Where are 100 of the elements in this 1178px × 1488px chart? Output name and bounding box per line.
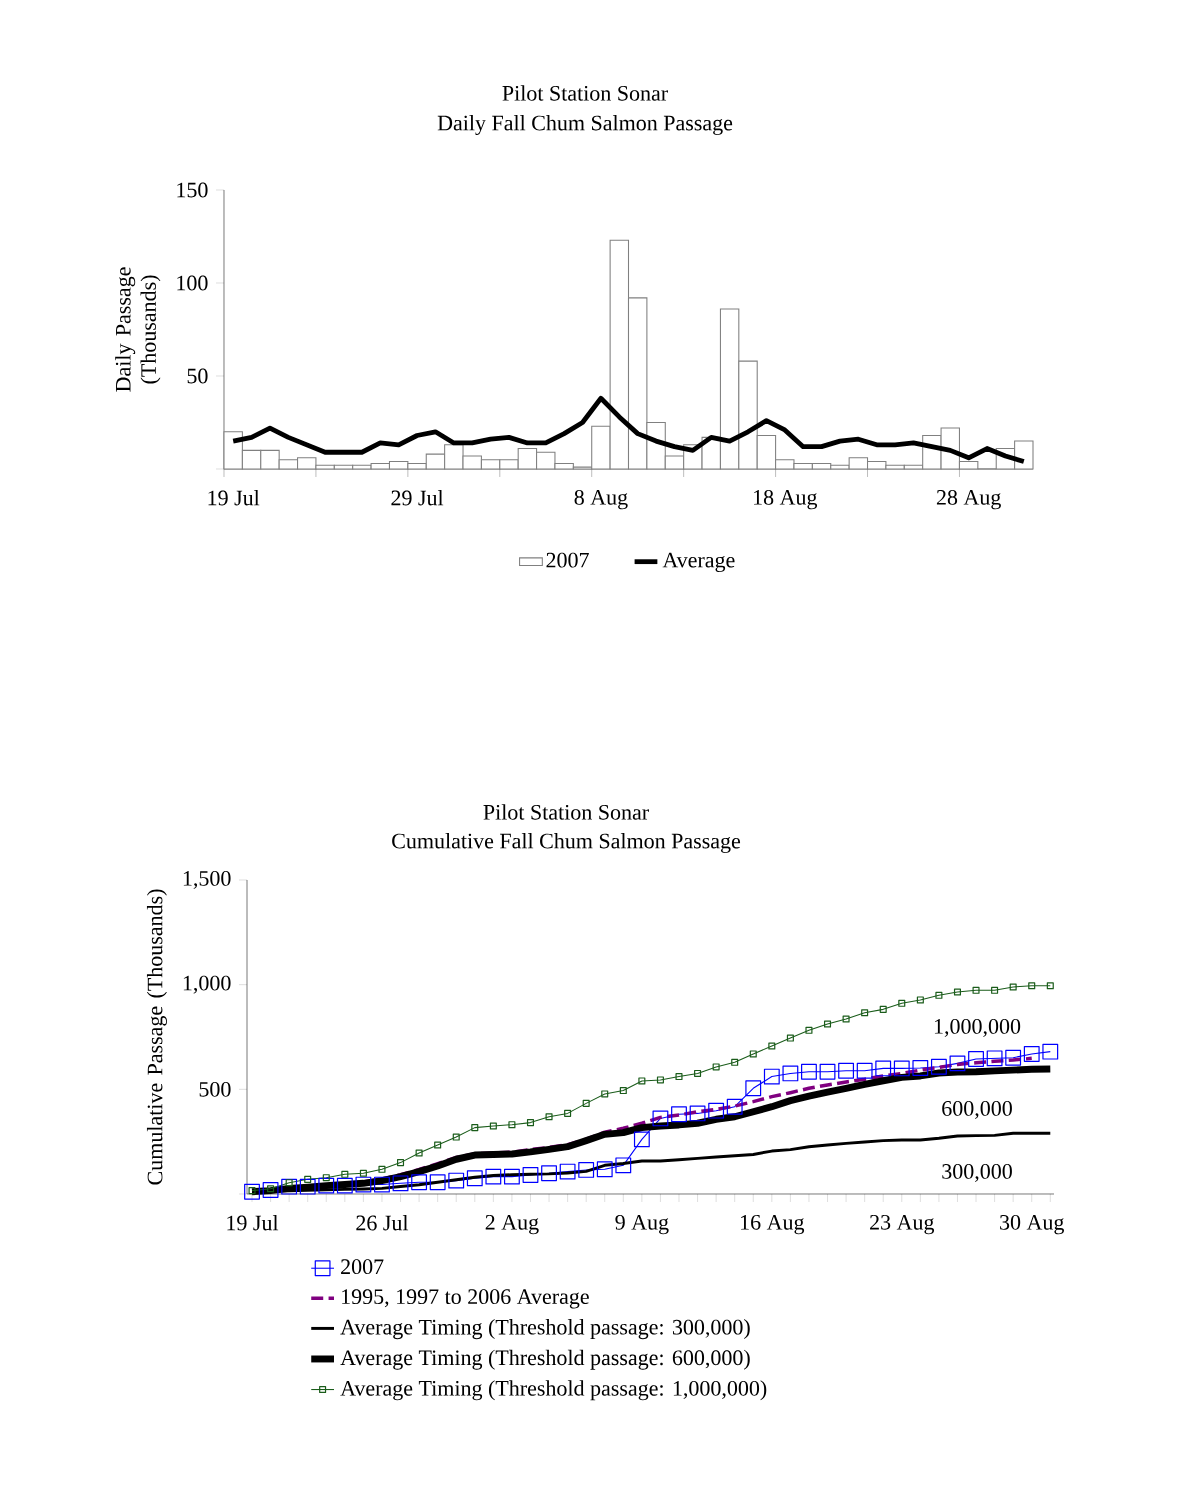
point [281,1178,298,1195]
point [875,1060,892,1077]
point [1046,982,1054,990]
point [953,988,961,996]
point [341,1170,349,1178]
y-tick-label: 100 [177,275,208,291]
point [564,1109,572,1117]
y-axis-title: Cumulative Passage (Thousands) [146,889,167,1185]
point [861,1009,869,1017]
point [448,1172,465,1189]
point [248,1187,256,1195]
point [1009,983,1017,991]
point [819,1063,836,1080]
y-tick-label: 1,500 [183,870,231,890]
point [782,1065,799,1082]
point [1005,1049,1022,1066]
legend-label: 1995, 1997 to 2006 Average [342,1289,589,1309]
point [411,1174,428,1191]
chart-subtitle: Daily Fall Chum Salmon Passage [437,114,733,135]
annotation: 1,000,000 [934,1018,1021,1037]
annotation: 600,000 [942,1100,1012,1120]
point [838,1062,855,1079]
point [304,1175,312,1183]
point [912,1060,929,1076]
point [708,1102,725,1119]
point [415,1149,423,1157]
point [726,1098,743,1115]
point [1023,1046,1040,1062]
legend-label: Average Timing (Threshold passage: 600,000) [340,1349,750,1370]
point [267,1185,275,1193]
point [397,1159,405,1167]
point [671,1106,687,1123]
chart-subtitle: Cumulative Fall Chum Salmon Passage [392,832,741,853]
y-tick-label: 50 [187,368,208,384]
point [986,1050,1003,1067]
point [244,1183,260,1200]
point [285,1179,293,1187]
x-tick-label: 8 Aug [574,489,628,510]
point [930,1058,947,1075]
point [972,986,980,994]
point [471,1124,479,1132]
point [805,1026,813,1034]
point [1042,1043,1059,1060]
x-tick-label: 9 Aug [615,1214,669,1235]
point [508,1121,516,1129]
legend-label: 2007 [546,552,589,568]
point [318,1177,335,1194]
legend-label: 2007 [341,1259,384,1275]
point [749,1050,757,1058]
point [578,1161,595,1178]
y-tick-label: 150 [177,182,208,198]
chart-title: Pilot Station Sonar [483,804,649,820]
point [801,1063,817,1080]
point [299,1178,316,1195]
legend-label: Average Timing (Threshold passage: 1,000,000) [340,1380,767,1401]
point [879,1005,887,1013]
point [991,986,999,994]
point [823,1020,832,1028]
x-tick-label: 2 Aug [485,1214,539,1235]
point [429,1174,446,1191]
point [522,1167,539,1183]
point [322,1174,330,1182]
point [582,1099,590,1107]
point [893,1060,910,1077]
point [656,1076,664,1084]
point [503,1168,520,1185]
point [485,1168,502,1185]
point [541,1165,557,1182]
legend-label: Average Timing (Threshold passage: 300,000) [340,1319,750,1340]
x-tick-label: 19 Jul [227,1214,279,1231]
point [1028,982,1036,990]
x-tick-label: 23 Aug [870,1214,935,1235]
point [355,1176,372,1193]
point [336,1177,353,1194]
point [638,1077,646,1085]
point [545,1113,553,1121]
point [466,1170,483,1187]
x-tick-label: 30 Aug [1000,1214,1064,1235]
x-tick-label: 28 Aug [936,489,1001,510]
x-tick-label: 26 Jul [356,1214,409,1231]
point [949,1055,966,1072]
point [392,1175,409,1192]
point [916,996,924,1004]
annotation: 300,000 [942,1163,1012,1183]
point [596,1161,613,1178]
point [526,1119,535,1127]
x-tick-label: 18 Aug [754,489,818,510]
y-tick-label: 500 [199,1081,231,1097]
point [601,1090,609,1098]
point [434,1141,442,1149]
point [968,1051,984,1067]
point [359,1169,367,1177]
point [559,1163,576,1180]
point [856,1062,873,1079]
point [675,1073,683,1081]
point [935,991,943,999]
point [712,1063,720,1071]
point [262,1182,279,1198]
point [619,1087,627,1095]
point [768,1042,776,1050]
